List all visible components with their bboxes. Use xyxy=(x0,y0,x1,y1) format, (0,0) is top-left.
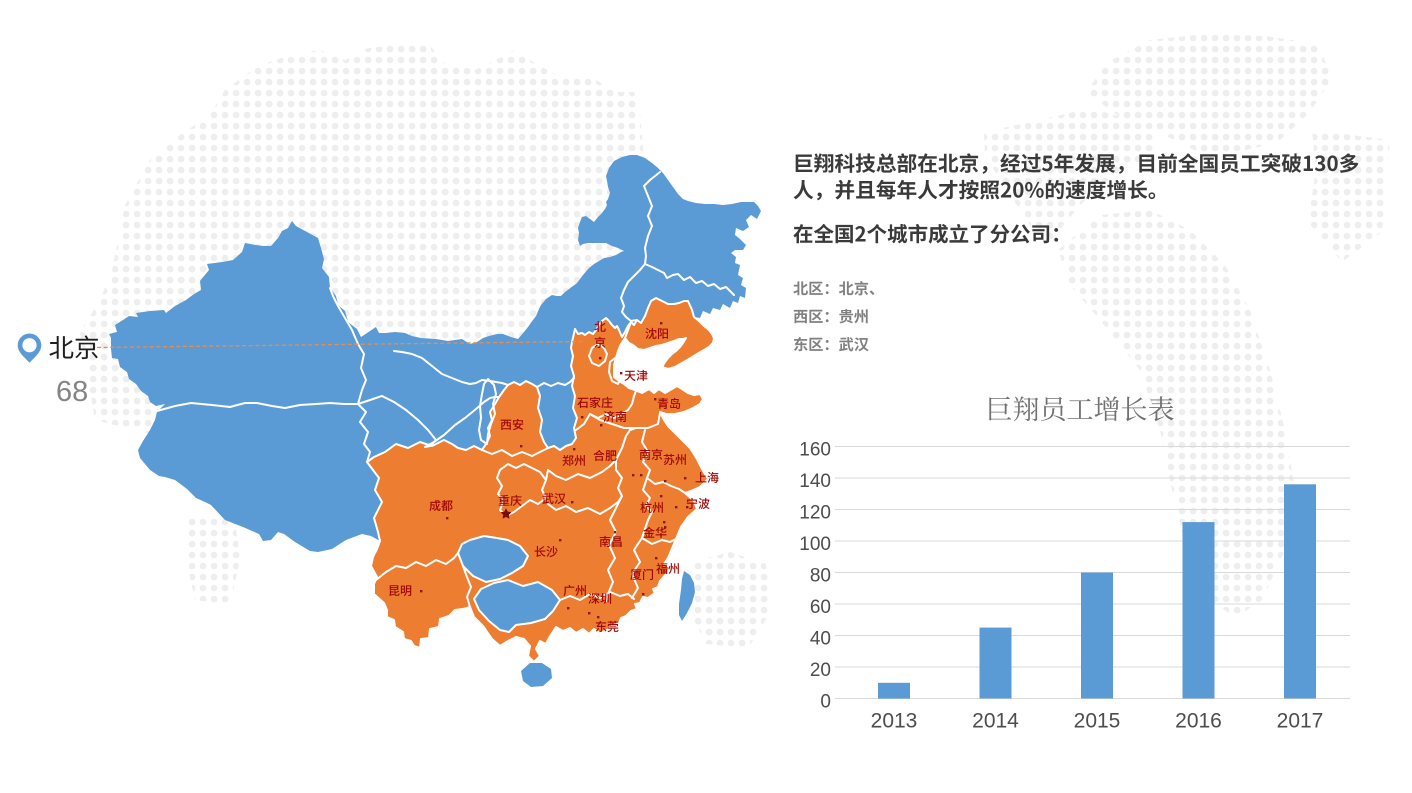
svg-text:120: 120 xyxy=(799,503,831,524)
svg-text:2013: 2013 xyxy=(871,710,918,733)
svg-text:2016: 2016 xyxy=(1175,710,1222,733)
svg-text:20: 20 xyxy=(810,660,831,681)
svg-text:40: 40 xyxy=(810,629,831,650)
svg-text:0: 0 xyxy=(820,692,831,713)
svg-text:140: 140 xyxy=(799,471,831,492)
svg-text:160: 160 xyxy=(799,440,831,461)
svg-text:2017: 2017 xyxy=(1277,710,1324,733)
svg-text:2014: 2014 xyxy=(972,710,1019,733)
svg-text:68: 68 xyxy=(56,376,88,408)
svg-text:100: 100 xyxy=(799,534,831,555)
svg-text:60: 60 xyxy=(810,597,831,618)
svg-text:2015: 2015 xyxy=(1074,710,1121,733)
svg-text:80: 80 xyxy=(810,566,831,587)
